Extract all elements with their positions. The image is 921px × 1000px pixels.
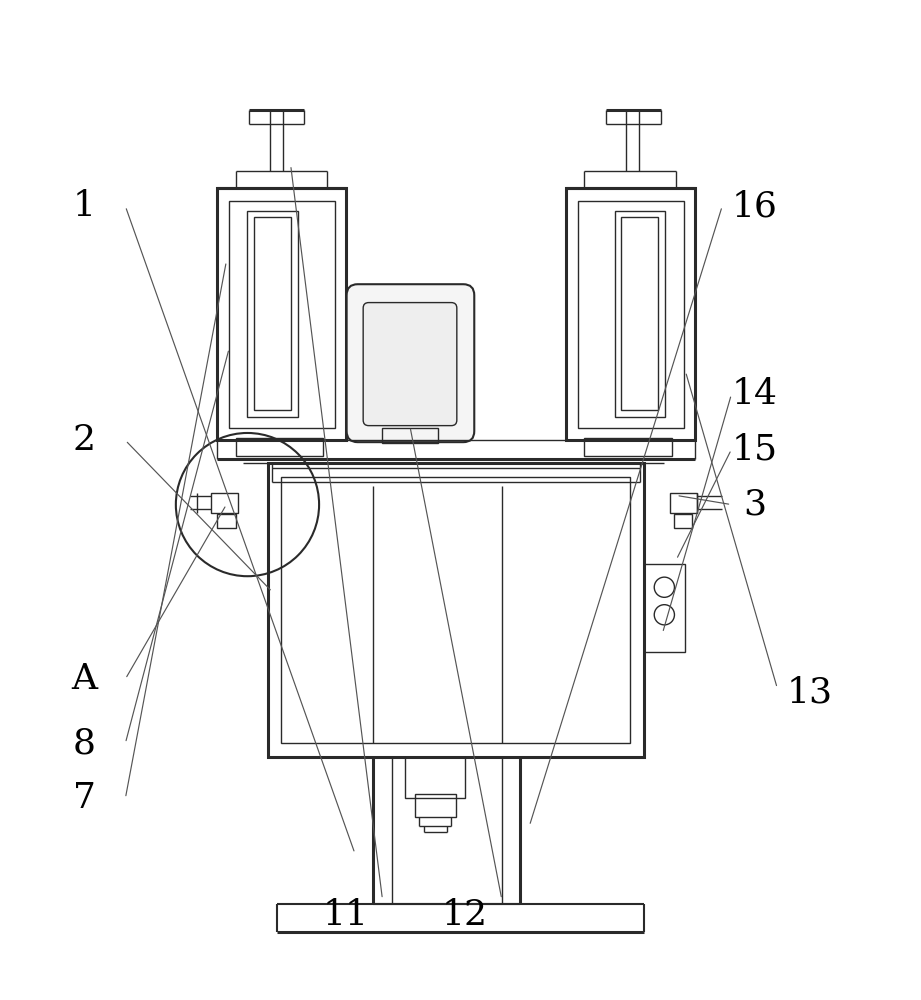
Bar	[217, 188, 345, 440]
Bar	[566, 188, 694, 440]
Bar	[229, 201, 334, 428]
Bar	[578, 201, 683, 428]
Bar	[585, 438, 671, 456]
Text: 8: 8	[73, 726, 96, 760]
Text: 1: 1	[73, 189, 96, 223]
Text: 15: 15	[731, 432, 777, 466]
Text: 7: 7	[73, 781, 96, 815]
Bar	[282, 477, 630, 743]
Text: 12: 12	[442, 898, 488, 932]
Bar	[248, 211, 298, 417]
Text: A: A	[71, 662, 97, 696]
Bar	[414, 794, 456, 817]
Bar	[673, 514, 692, 528]
Bar	[614, 211, 665, 417]
Bar	[621, 217, 658, 410]
Bar	[236, 438, 322, 456]
FancyBboxPatch shape	[363, 303, 457, 426]
Bar	[644, 564, 685, 652]
Bar	[268, 463, 644, 757]
Text: 11: 11	[322, 898, 368, 932]
Bar	[405, 757, 465, 798]
Bar	[217, 514, 236, 528]
Text: 14: 14	[731, 377, 777, 411]
Text: 3: 3	[742, 488, 766, 522]
Bar	[382, 428, 437, 443]
Bar	[254, 217, 291, 410]
Bar	[211, 493, 239, 513]
FancyBboxPatch shape	[346, 284, 474, 442]
Text: 13: 13	[787, 676, 833, 710]
Bar	[670, 493, 697, 513]
Text: 2: 2	[73, 423, 96, 457]
Text: 16: 16	[731, 189, 777, 223]
